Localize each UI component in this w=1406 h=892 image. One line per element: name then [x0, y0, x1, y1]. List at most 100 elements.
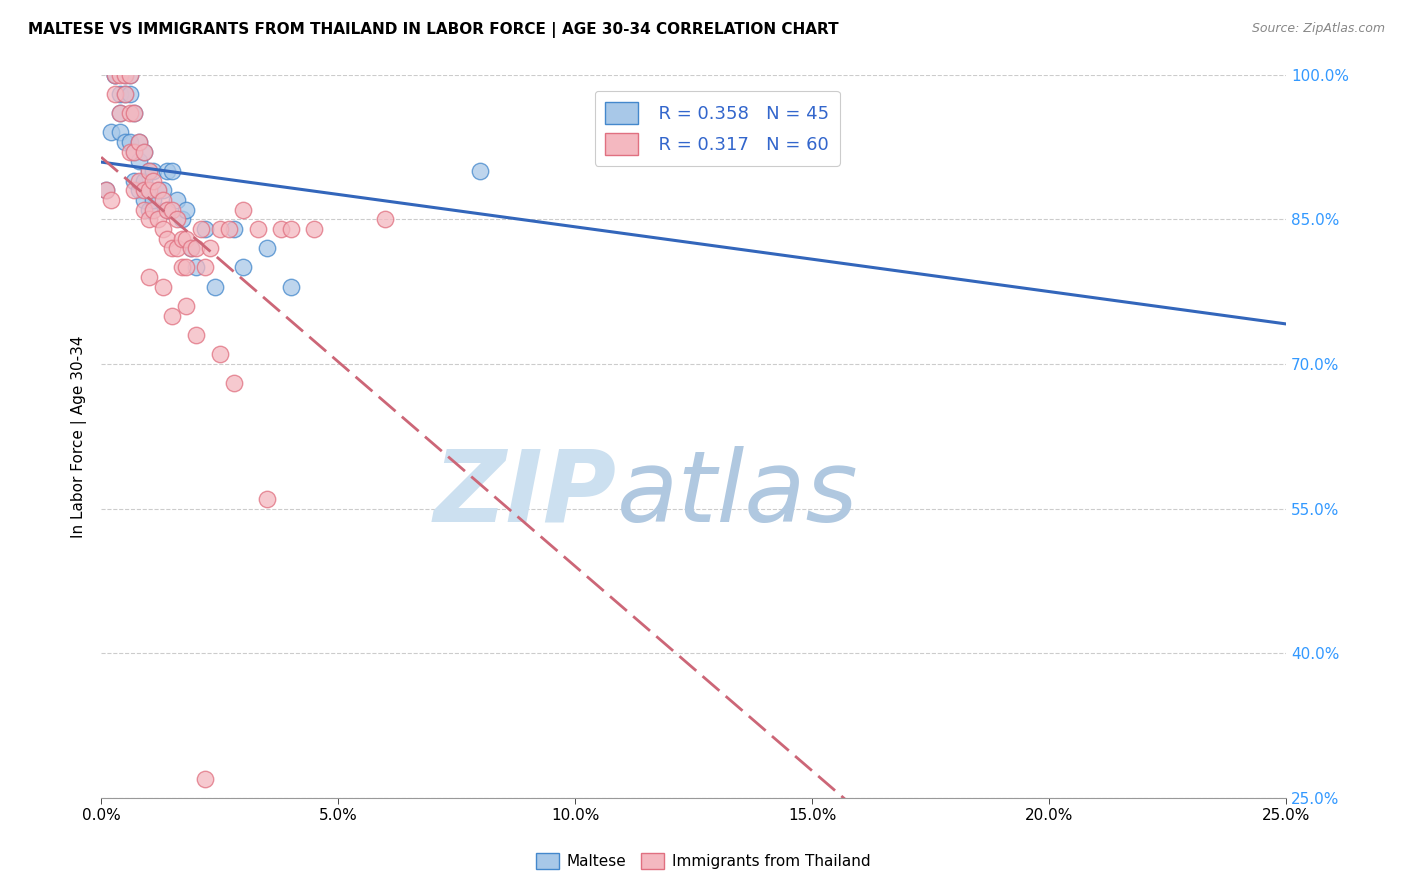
- Point: [280, 222, 302, 236]
- Point: [108, 106, 131, 120]
- Point: [198, 241, 221, 255]
- Point: [166, 241, 188, 255]
- Point: [128, 135, 150, 149]
- Point: [280, 279, 302, 293]
- Point: [176, 202, 198, 217]
- Point: [94, 183, 117, 197]
- Point: [128, 135, 150, 149]
- Point: [256, 491, 278, 506]
- Point: [118, 145, 141, 159]
- Point: [138, 183, 160, 197]
- Point: [118, 87, 141, 101]
- Legend: Maltese, Immigrants from Thailand: Maltese, Immigrants from Thailand: [530, 847, 876, 875]
- Point: [190, 222, 212, 236]
- Point: [138, 164, 160, 178]
- Point: [118, 106, 141, 120]
- Point: [636, 106, 658, 120]
- Point: [152, 193, 174, 207]
- Text: MALTESE VS IMMIGRANTS FROM THAILAND IN LABOR FORCE | AGE 30-34 CORRELATION CHART: MALTESE VS IMMIGRANTS FROM THAILAND IN L…: [28, 22, 839, 38]
- Point: [118, 135, 141, 149]
- Point: [108, 87, 131, 101]
- Y-axis label: In Labor Force | Age 30-34: In Labor Force | Age 30-34: [72, 335, 87, 538]
- Point: [170, 212, 193, 227]
- Point: [208, 222, 231, 236]
- Point: [118, 68, 141, 82]
- Point: [124, 106, 146, 120]
- Point: [128, 183, 150, 197]
- Point: [124, 183, 146, 197]
- Point: [138, 212, 160, 227]
- Point: [142, 164, 165, 178]
- Point: [194, 260, 217, 275]
- Point: [166, 193, 188, 207]
- Point: [114, 135, 136, 149]
- Point: [132, 183, 155, 197]
- Point: [160, 309, 183, 323]
- Point: [156, 164, 179, 178]
- Point: [156, 202, 179, 217]
- Point: [132, 145, 155, 159]
- Point: [222, 222, 245, 236]
- Text: atlas: atlas: [616, 446, 858, 542]
- Point: [152, 279, 174, 293]
- Point: [114, 87, 136, 101]
- Point: [108, 125, 131, 139]
- Point: [160, 202, 183, 217]
- Point: [132, 202, 155, 217]
- Point: [146, 183, 169, 197]
- Point: [160, 164, 183, 178]
- Point: [108, 106, 131, 120]
- Point: [104, 68, 127, 82]
- Point: [132, 174, 155, 188]
- Point: [138, 183, 160, 197]
- Point: [142, 202, 165, 217]
- Point: [176, 231, 198, 245]
- Point: [170, 260, 193, 275]
- Point: [470, 164, 492, 178]
- Point: [184, 241, 207, 255]
- Point: [142, 193, 165, 207]
- Point: [142, 174, 165, 188]
- Point: [146, 212, 169, 227]
- Point: [138, 270, 160, 285]
- Point: [218, 222, 240, 236]
- Point: [128, 174, 150, 188]
- Point: [94, 183, 117, 197]
- Point: [138, 164, 160, 178]
- Legend:   R = 0.358   N = 45,   R = 0.317   N = 60: R = 0.358 N = 45, R = 0.317 N = 60: [595, 91, 839, 166]
- Point: [114, 87, 136, 101]
- Text: ZIP: ZIP: [433, 446, 616, 542]
- Point: [180, 241, 202, 255]
- Point: [104, 68, 127, 82]
- Point: [176, 260, 198, 275]
- Point: [222, 376, 245, 391]
- Point: [156, 231, 179, 245]
- Point: [124, 174, 146, 188]
- Point: [270, 222, 292, 236]
- Point: [246, 222, 269, 236]
- Point: [232, 260, 254, 275]
- Point: [152, 222, 174, 236]
- Point: [176, 299, 198, 313]
- Point: [170, 231, 193, 245]
- Point: [204, 279, 226, 293]
- Point: [256, 241, 278, 255]
- Point: [232, 202, 254, 217]
- Point: [132, 145, 155, 159]
- Point: [118, 68, 141, 82]
- Point: [152, 183, 174, 197]
- Point: [108, 68, 131, 82]
- Point: [374, 212, 396, 227]
- Text: Source: ZipAtlas.com: Source: ZipAtlas.com: [1251, 22, 1385, 36]
- Point: [180, 241, 202, 255]
- Point: [184, 328, 207, 343]
- Point: [124, 145, 146, 159]
- Point: [114, 68, 136, 82]
- Point: [160, 241, 183, 255]
- Point: [104, 68, 127, 82]
- Point: [194, 222, 217, 236]
- Point: [156, 202, 179, 217]
- Point: [128, 154, 150, 169]
- Point: [208, 347, 231, 361]
- Point: [146, 183, 169, 197]
